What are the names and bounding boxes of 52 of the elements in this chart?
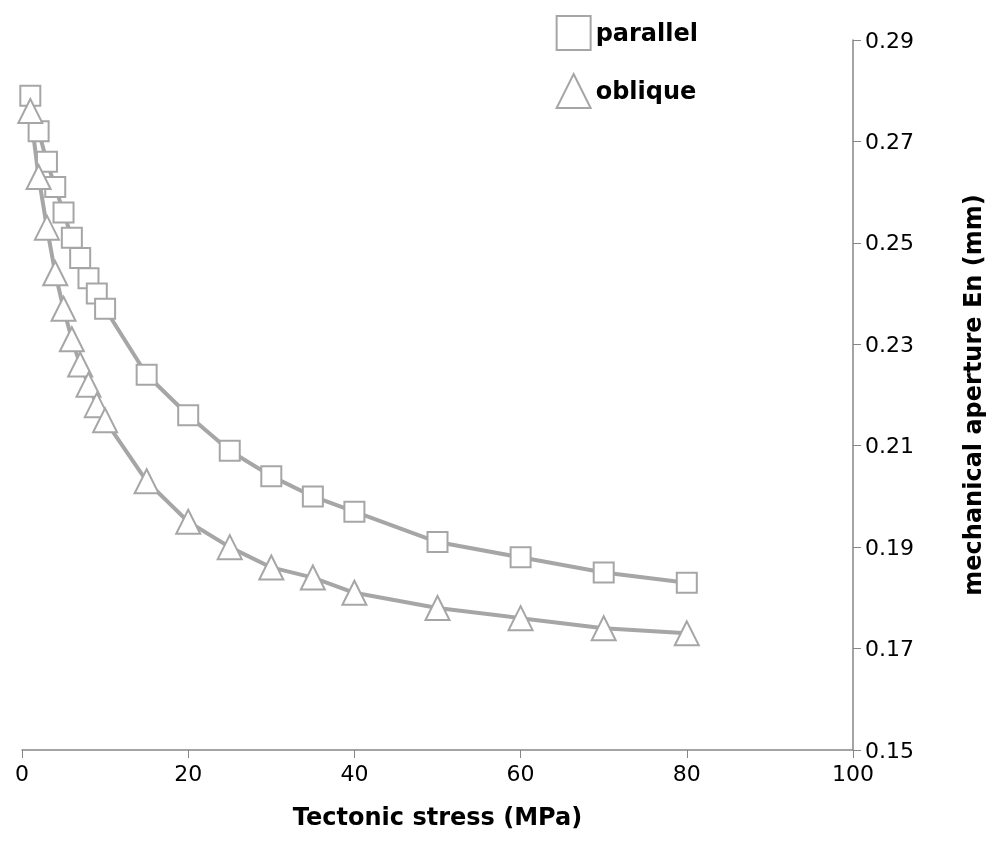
- point: [67, 351, 94, 378]
- point: [75, 371, 102, 398]
- point: [218, 439, 241, 462]
- x-tick-label: 60: [506, 760, 535, 786]
- y-tick-label: 0.17: [865, 636, 914, 662]
- point: [341, 579, 368, 606]
- point: [673, 620, 700, 647]
- point: [50, 295, 77, 322]
- point: [69, 247, 92, 270]
- x-tick-label: 0: [15, 760, 29, 786]
- point: [175, 508, 202, 535]
- point: [17, 98, 44, 124]
- y-tick-label: 0.27: [865, 128, 914, 154]
- point: [509, 546, 532, 569]
- point: [135, 363, 158, 386]
- point: [33, 214, 60, 241]
- x-tick-label: 20: [174, 760, 203, 786]
- y-tick-label: 0.23: [865, 331, 914, 357]
- point: [507, 605, 534, 632]
- point: [52, 201, 75, 224]
- x-axis-title: Tectonic stress (MPa): [292, 803, 583, 831]
- point: [299, 564, 326, 591]
- y-tick-label: 0.15: [865, 737, 914, 763]
- x-tick-label: 40: [340, 760, 369, 786]
- point: [590, 615, 617, 642]
- point: [216, 534, 243, 561]
- point: [42, 260, 69, 287]
- legend-label: parallel: [595, 19, 699, 47]
- point: [258, 554, 285, 581]
- y-tick-label: 0.19: [865, 534, 914, 560]
- x-tick-label: 80: [672, 760, 701, 786]
- point: [343, 500, 366, 523]
- point: [35, 150, 58, 173]
- point: [133, 468, 160, 495]
- point: [675, 571, 698, 594]
- point: [60, 226, 83, 249]
- point: [260, 465, 283, 488]
- y-tick-label: 0.21: [865, 433, 914, 459]
- point: [94, 297, 117, 320]
- point: [424, 595, 451, 621]
- point: [177, 404, 200, 427]
- y-axis-title: mechanical aperture En (mm): [959, 194, 987, 596]
- x-tick-label: 100: [832, 760, 874, 786]
- point: [58, 326, 85, 353]
- point: [92, 407, 119, 434]
- point: [426, 531, 449, 554]
- point: [301, 485, 324, 508]
- point: [592, 561, 615, 584]
- point: [25, 163, 52, 190]
- y-tick-label: 0.29: [865, 27, 914, 53]
- y-tick-label: 0.25: [865, 230, 914, 256]
- legend-label: oblique: [595, 77, 697, 105]
